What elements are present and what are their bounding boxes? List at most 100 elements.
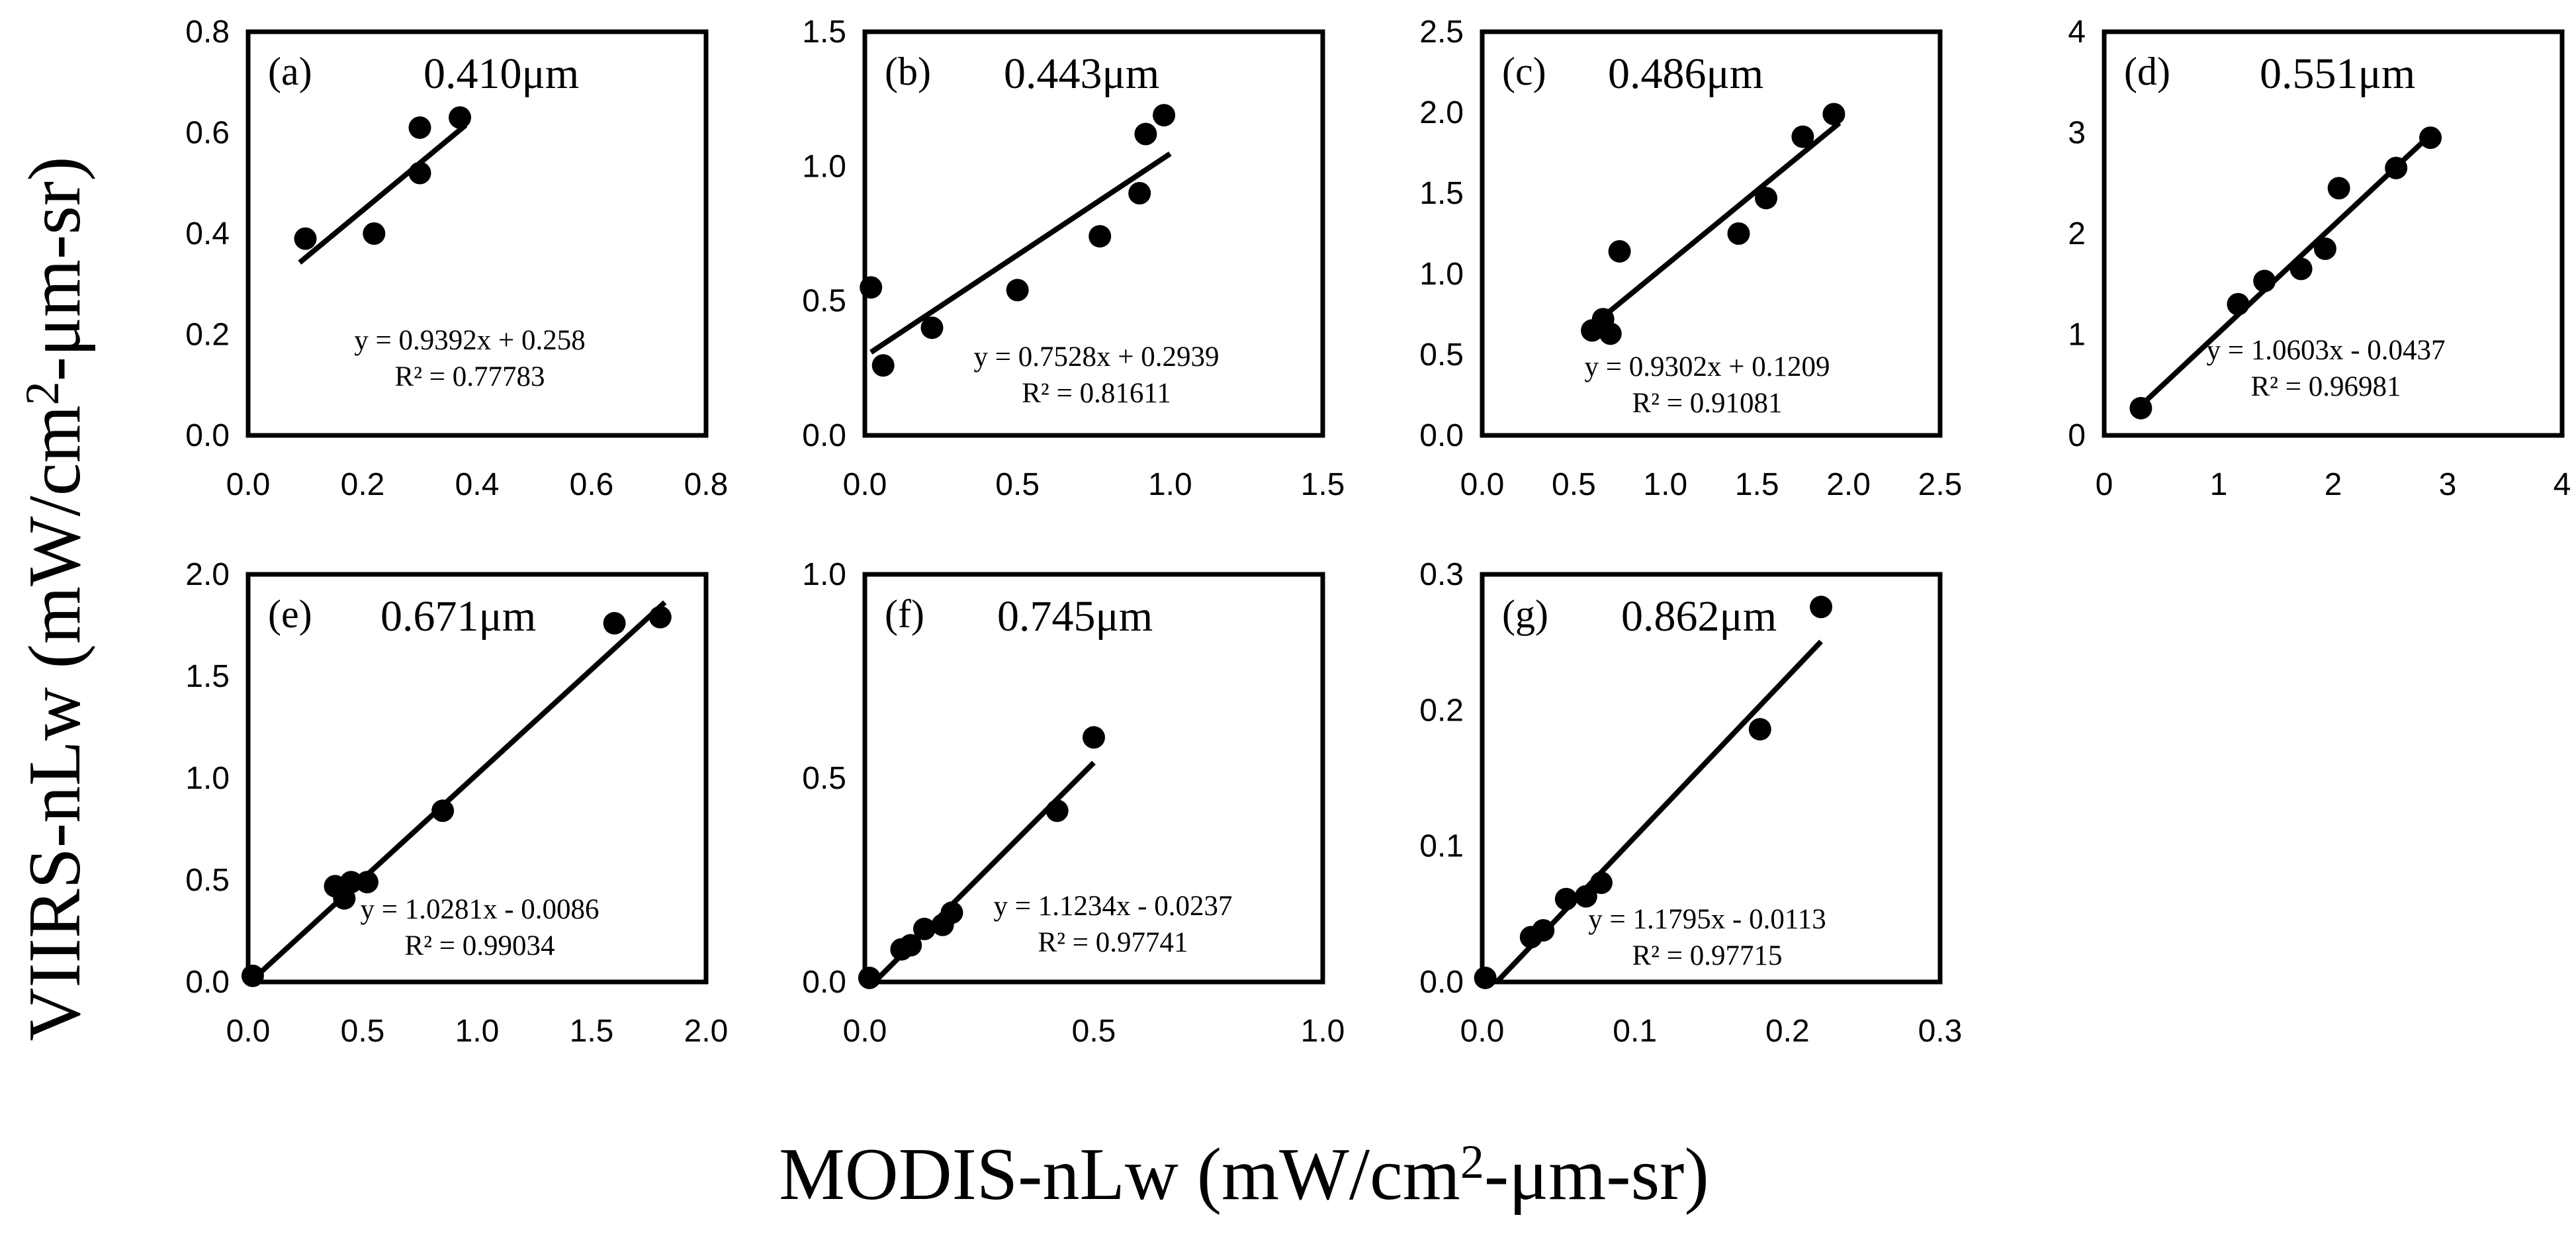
data-point: [241, 964, 264, 987]
data-point: [2385, 156, 2408, 179]
y-tick-label: 0.2: [1419, 693, 1464, 728]
scatter-panel-b: 0.0 0.5 1.0 1.5 0.0 0.5 1.0 1.5 (b) 0.443μm y = 0.…: [802, 15, 1345, 502]
global-y-axis-label-suffix: -μm-sr): [14, 156, 96, 381]
y-tick-label: 1.5: [185, 659, 230, 694]
y-tick-label: 0.5: [802, 761, 846, 796]
scatter-panel-e: 0.0 0.5 1.0 1.5 2.0 0.0 0.5 1.0 1.5 2.0 (e) 0.671μm…: [185, 557, 728, 1049]
y-tick-label: 0.5: [1419, 337, 1464, 373]
x-tick-label: 0.0: [843, 467, 887, 502]
x-tick-label: 0.3: [1918, 1014, 1963, 1049]
x-tick-label: 1.0: [455, 1014, 500, 1049]
scatter-panel-c: 0.0 0.5 1.0 1.5 2.0 2.5 0.0 0.5 1.0 1.5 2.0 2.5 (c) 0…: [1419, 15, 1962, 502]
data-point: [1134, 122, 1157, 146]
trend-line: [251, 600, 667, 982]
y-tick-label: 0.0: [1419, 418, 1464, 453]
y-tick-label: 0.5: [185, 863, 230, 898]
trend-line: [298, 123, 468, 265]
wavelength-title: 0.410μm: [423, 50, 579, 98]
wavelength-title: 0.745μm: [997, 592, 1153, 641]
data-point: [2289, 257, 2313, 281]
data-point: [449, 106, 472, 129]
trend-equation: y = 1.1795x - 0.0113: [1588, 904, 1826, 935]
data-point: [1791, 125, 1814, 148]
global-y-axis-label-prefix: VIIRS-nLw (mW/cm: [14, 405, 96, 1041]
x-tick-label: 0.5: [341, 1014, 385, 1049]
global-y-axis-label-superscript: 2: [16, 381, 69, 405]
data-point: [431, 799, 455, 822]
data-point: [1574, 885, 1597, 908]
data-point: [1088, 225, 1112, 248]
data-point: [2227, 292, 2250, 316]
plots-layer: 0.0 0.2 0.4 0.6 0.8 0.0 0.2 0.4 0.6 0.8 (a) 0.410μm…: [185, 15, 2571, 1049]
data-point: [860, 276, 883, 299]
wavelength-title: 0.862μm: [1621, 592, 1777, 641]
y-tick-label: 0.0: [1419, 965, 1464, 1000]
y-tick-label: 4: [2068, 15, 2086, 50]
y-tick-label: 0.1: [1419, 829, 1464, 864]
r-squared: R² = 0.81611: [1022, 378, 1171, 409]
plot-frame: [245, 29, 709, 438]
scatter-panel-f: 0.0 0.5 1.0 0.0 0.5 1.0 (f) 0.745μm y = 1.1234x …: [802, 557, 1345, 1049]
x-tick-label: 0.5: [1072, 1014, 1116, 1049]
trend-equation: y = 1.1234x - 0.0237: [993, 891, 1232, 922]
x-tick-label: 2: [2325, 467, 2342, 502]
data-point: [355, 871, 378, 894]
data-point: [294, 227, 317, 250]
x-tick-label: 1.5: [1301, 467, 1345, 502]
y-tick-label: 0.0: [185, 418, 230, 453]
x-tick-label: 3: [2439, 467, 2457, 502]
y-tick-label: 1.0: [185, 761, 230, 796]
y-tick-label: 0: [2068, 418, 2086, 453]
x-tick-label: 1.0: [1643, 467, 1687, 502]
trend-equation: y = 0.9392x + 0.258: [354, 325, 586, 356]
global-x-axis-label-suffix: -μm-sr): [1484, 1133, 1709, 1216]
data-point: [1474, 966, 1497, 989]
y-tick-label: 0.0: [185, 965, 230, 1000]
x-tick-label: 1.0: [1148, 467, 1192, 502]
y-tick-label: 1.0: [802, 149, 846, 184]
data-point: [603, 611, 626, 635]
data-point: [1083, 726, 1105, 749]
global-x-axis-label: MODIS-nLw (mW/cm2-μm-sr): [779, 1133, 1709, 1216]
x-tick-label: 0.8: [684, 467, 729, 502]
x-tick-label: 1.0: [1301, 1014, 1345, 1049]
y-tick-label: 0.4: [185, 216, 230, 251]
data-point: [1554, 887, 1577, 910]
y-tick-label: 1.0: [802, 557, 846, 592]
x-tick-label: 1.5: [1735, 467, 1779, 502]
x-tick-label: 0.4: [455, 467, 500, 502]
trend-equation: y = 0.7528x + 0.2939: [973, 341, 1219, 373]
data-point: [858, 966, 881, 989]
y-tick-label: 0.8: [185, 15, 230, 50]
data-point: [899, 934, 922, 957]
x-tick-label: 4: [2554, 467, 2571, 502]
data-point: [2129, 396, 2153, 420]
scatter-panel-a: 0.0 0.2 0.4 0.6 0.8 0.0 0.2 0.4 0.6 0.8 (a) 0.410μm…: [185, 15, 728, 502]
trend-line: [1594, 120, 1842, 325]
global-x-axis-label-prefix: MODIS-nLw (mW/cm: [779, 1133, 1460, 1216]
y-tick-label: 2.0: [1419, 95, 1464, 130]
panel-label: (b): [885, 50, 931, 93]
data-point: [1532, 918, 1555, 942]
x-tick-label: 0.2: [341, 467, 385, 502]
data-point: [1153, 104, 1176, 127]
data-point: [912, 917, 936, 940]
data-point: [1755, 187, 1778, 210]
data-point: [2313, 237, 2336, 260]
x-tick-label: 0.5: [1552, 467, 1596, 502]
x-tick-label: 2.0: [684, 1014, 729, 1049]
plot-frame: [245, 572, 709, 985]
global-y-axis-label: VIIRS-nLw (mW/cm2-μm-sr): [14, 156, 96, 1041]
x-tick-label: 0.5: [995, 467, 1040, 502]
data-point: [1128, 182, 1151, 204]
data-point: [1748, 718, 1771, 741]
y-tick-label: 2.0: [185, 557, 230, 592]
data-point: [1006, 279, 1029, 302]
wavelength-title: 0.671μm: [380, 592, 536, 641]
r-squared: R² = 0.77783: [394, 361, 545, 392]
y-tick-label: 1.5: [802, 15, 846, 50]
trend-line: [2137, 130, 2436, 410]
y-tick-label: 0.2: [185, 318, 230, 353]
y-tick-label: 0.6: [185, 116, 230, 151]
